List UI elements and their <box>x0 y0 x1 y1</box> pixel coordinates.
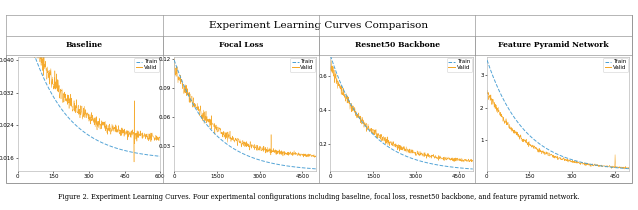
Text: Figure 2. Experiment Learning Curves. Four experimental configurations including: Figure 2. Experiment Learning Curves. Fo… <box>58 193 580 201</box>
Legend: Train, Valid: Train, Valid <box>290 58 315 72</box>
Legend: Train, Valid: Train, Valid <box>603 58 628 72</box>
Text: Baseline: Baseline <box>66 41 103 49</box>
Text: Experiment Learning Curves Comparison: Experiment Learning Curves Comparison <box>209 21 429 30</box>
Legend: Train, Valid: Train, Valid <box>447 58 471 72</box>
Text: Focal Loss: Focal Loss <box>219 41 263 49</box>
Text: Feature Pyramid Network: Feature Pyramid Network <box>498 41 609 49</box>
Legend: Train, Valid: Train, Valid <box>134 58 159 72</box>
Text: Resnet50 Backbone: Resnet50 Backbone <box>355 41 440 49</box>
